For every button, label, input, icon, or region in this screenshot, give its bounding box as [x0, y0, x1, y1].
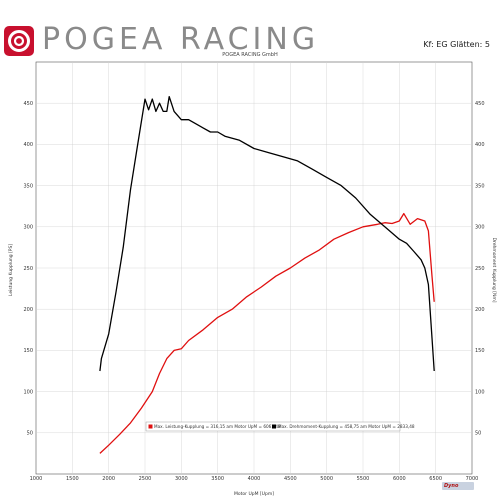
y-tick-label-right: 400 — [475, 142, 485, 148]
y-tick-label-right: 150 — [475, 348, 485, 354]
y-tick-label-left: 450 — [23, 101, 33, 107]
legend-label-power: Max. Leistung-Kupplung = 316,15 am Motor… — [154, 424, 281, 429]
y-axis-right: 50 100 150 200 250 300 350 400 450 — [475, 101, 485, 437]
legend-swatch-power — [148, 424, 153, 429]
y-tick-label-left: 350 — [23, 183, 33, 189]
brand-name: POGEA RACING — [42, 22, 320, 57]
y-axis-left: 50 100 150 200 250 300 350 400 450 — [23, 101, 33, 437]
brand-logo-icon — [4, 26, 34, 56]
y-tick-label-left: 250 — [23, 266, 33, 272]
y-tick-label-left: 200 — [23, 307, 33, 313]
y-tick-label-right: 200 — [475, 307, 485, 313]
x-tick-label: 3000 — [175, 476, 188, 482]
x-tick-label: 7000 — [466, 476, 479, 482]
y-tick-label-left: 300 — [23, 225, 33, 231]
series-group — [99, 95, 435, 454]
x-tick-label: 1000 — [30, 476, 43, 482]
y-axis-right-title: Drehmoment Kupplung [Nm] — [491, 238, 497, 303]
x-tick-label: 6500 — [429, 476, 442, 482]
legend: Max. Leistung-Kupplung = 316,15 am Motor… — [145, 421, 415, 432]
x-tick-label: 4500 — [284, 476, 297, 482]
y-tick-label-right: 300 — [475, 225, 485, 231]
y-tick-label-right: 350 — [475, 183, 485, 189]
x-tick-label: 1500 — [66, 476, 79, 482]
y-tick-label-right: 250 — [475, 266, 485, 272]
y-tick-label-left: 150 — [23, 348, 33, 354]
smoothing-label: Kf: EG Glätten: 5 — [423, 40, 490, 49]
header: POGEA RACING Kf: EG Glätten: 5 — [0, 0, 500, 58]
x-axis-title: Motor UpM [Upm] — [234, 491, 274, 497]
x-tick-label: 3500 — [211, 476, 224, 482]
x-tick-label: 2000 — [102, 476, 115, 482]
dyno-logo: Dyno — [442, 482, 474, 490]
y-tick-label-right: 450 — [475, 101, 485, 107]
x-axis: 1000 1500 2000 2500 3000 3500 4000 4500 5000 5500… — [30, 476, 479, 482]
y-tick-label-right: 100 — [475, 389, 485, 395]
chart-subtitle: POGEA RACING GmbH — [222, 52, 278, 58]
x-tick-label: 2500 — [139, 476, 152, 482]
y-tick-label-left: 50 — [27, 431, 33, 437]
y-tick-label-left: 400 — [23, 142, 33, 148]
x-tick-label: 4000 — [248, 476, 261, 482]
legend-swatch-torque — [272, 424, 276, 429]
y-axis-left-title: Leistung Kupplung [PS] — [8, 244, 14, 296]
x-tick-label: 5500 — [357, 476, 370, 482]
grid — [36, 62, 472, 474]
legend-label-torque: Max. Drehmoment-Kupplung = 458,75 am Mot… — [278, 424, 415, 429]
x-tick-label: 5000 — [320, 476, 333, 482]
x-tick-label: 6000 — [393, 476, 406, 482]
power-series-line — [99, 212, 435, 454]
torque-series-line — [99, 95, 435, 372]
y-tick-label-left: 100 — [23, 389, 33, 395]
y-tick-label-right: 50 — [475, 431, 481, 437]
dyno-logo-text: Dyno — [444, 483, 459, 489]
